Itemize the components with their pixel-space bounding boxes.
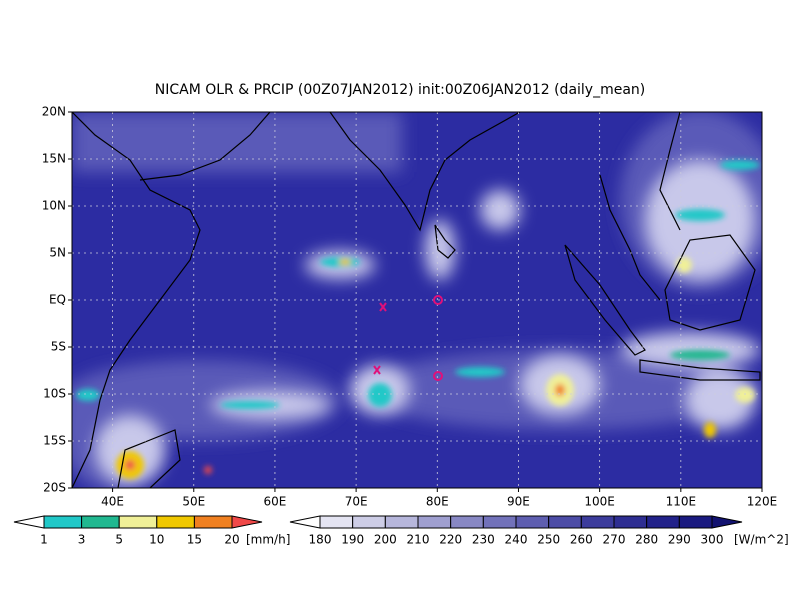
lon-label: 70E	[345, 495, 368, 509]
colorbar-box	[156, 515, 195, 529]
colorbar-label: 210	[407, 533, 430, 547]
lon-label: 50E	[182, 495, 205, 509]
lat-label: 15N	[42, 152, 66, 166]
lat-label: 5S	[51, 340, 66, 354]
colorbar-label: 3	[78, 533, 86, 547]
colorbar-label: 260	[570, 533, 593, 547]
lon-label: 40E	[101, 495, 124, 509]
map-title: NICAM OLR & PRCIP (00Z07JAN2012) init:00…	[155, 82, 646, 98]
colorbar-label: 10	[149, 533, 164, 547]
colorbar-box	[678, 515, 713, 529]
lat-label: 10N	[42, 199, 66, 213]
colorbar-arrow	[711, 515, 743, 529]
lat-label: 20S	[43, 481, 66, 495]
colorbar-box	[482, 515, 517, 529]
precip-spots	[76, 160, 760, 479]
lon-label: 110E	[666, 495, 697, 509]
colorbar-label: 220	[439, 533, 462, 547]
colorbar-box	[319, 515, 354, 529]
colorbar-box	[352, 515, 386, 529]
markers	[373, 295, 443, 381]
lat-label: 15S	[43, 434, 66, 448]
lon-label: 80E	[426, 495, 449, 509]
colorbar-arrow	[13, 515, 45, 529]
colorbar-box	[548, 515, 582, 529]
lon-label: 100E	[584, 495, 615, 509]
colorbar-label: 240	[505, 533, 528, 547]
lon-label: 90E	[507, 495, 530, 509]
colorbar-box	[580, 515, 615, 529]
marker-circle	[433, 371, 443, 381]
colorbar-label: 290	[668, 533, 691, 547]
colorbar-label: 5	[115, 533, 123, 547]
colorbar-box	[646, 515, 680, 529]
colorbar-label: 190	[341, 533, 364, 547]
colorbar-arrow	[289, 515, 321, 529]
colorbar-unit: [mm/h]	[246, 533, 290, 547]
lat-label: 5N	[49, 246, 66, 260]
colorbar-label: 180	[309, 533, 332, 547]
lat-label: EQ	[49, 293, 66, 307]
colorbar-label: 230	[472, 533, 495, 547]
marker-circle	[433, 295, 443, 305]
colorbar-label: 300	[701, 533, 724, 547]
colorbar-box	[384, 515, 419, 529]
marker-x	[379, 302, 387, 312]
colorbar-unit: [W/m^2]	[734, 533, 789, 547]
colorbar-box	[118, 515, 158, 529]
colorbar-label: 270	[603, 533, 626, 547]
coastlines	[72, 112, 761, 488]
lon-label: 60E	[264, 495, 287, 509]
colorbar-label: 20	[224, 533, 239, 547]
colorbar-label: 280	[635, 533, 658, 547]
colorbar-box	[81, 515, 120, 529]
colorbar-box	[193, 515, 233, 529]
lon-label: 120E	[747, 495, 778, 509]
lat-label: 10S	[43, 387, 66, 401]
colorbar-box	[450, 515, 484, 529]
colorbar-label: 1	[40, 533, 48, 547]
colorbar-label: 250	[537, 533, 560, 547]
colorbar-label: 15	[187, 533, 202, 547]
colorbar-box	[417, 515, 452, 529]
olr-field	[72, 112, 762, 488]
colorbar-arrow	[231, 515, 263, 529]
colorbar-box	[43, 515, 83, 529]
colorbar-box	[613, 515, 648, 529]
lat-label: 20N	[42, 105, 66, 119]
marker-x	[373, 365, 381, 375]
colorbar-label: 200	[374, 533, 397, 547]
colorbar-box	[515, 515, 550, 529]
graticule	[72, 112, 762, 488]
